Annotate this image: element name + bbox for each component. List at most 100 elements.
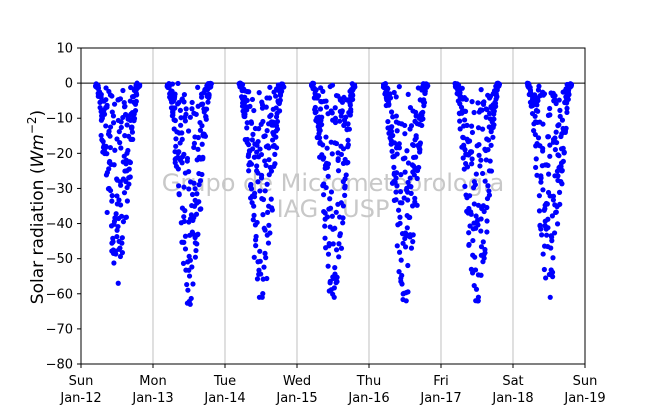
data-point <box>327 196 333 202</box>
data-point <box>343 114 349 120</box>
data-point <box>484 107 490 113</box>
y-tick-label: −80 <box>46 358 73 373</box>
data-point <box>170 112 176 118</box>
y-tick-label: −30 <box>46 182 73 197</box>
data-point <box>129 124 135 130</box>
data-point <box>475 100 481 106</box>
data-point <box>403 298 409 304</box>
data-point <box>540 121 546 127</box>
data-point <box>262 133 268 139</box>
data-point <box>133 98 139 104</box>
data-point <box>404 148 410 154</box>
data-point <box>181 239 187 245</box>
data-point <box>116 197 122 203</box>
data-point <box>459 85 465 91</box>
data-point <box>325 251 332 257</box>
data-point <box>253 243 259 249</box>
data-point <box>476 141 482 148</box>
data-point <box>466 230 472 236</box>
data-point <box>318 117 324 123</box>
data-point <box>272 151 278 157</box>
data-point <box>200 156 206 162</box>
data-point <box>251 203 257 209</box>
data-point <box>550 255 556 261</box>
data-point <box>263 255 269 261</box>
x-axis: Sun Jan-12 Mon Jan-13 Tue Jan-14 Wed Jan-15 Thu J… <box>59 364 606 406</box>
data-point <box>254 163 260 169</box>
data-point <box>538 175 544 181</box>
data-point <box>191 144 197 151</box>
data-point <box>254 276 261 282</box>
data-point <box>191 180 197 186</box>
data-point <box>116 129 122 135</box>
data-point <box>267 230 273 236</box>
data-point <box>189 191 196 198</box>
data-point <box>343 172 349 178</box>
data-point <box>334 274 340 280</box>
data-point <box>258 151 265 158</box>
data-point <box>130 136 136 142</box>
data-point <box>110 235 116 241</box>
data-point <box>263 162 269 169</box>
data-point <box>249 96 256 103</box>
data-point <box>119 213 125 219</box>
data-point <box>114 233 120 240</box>
data-point <box>173 136 179 142</box>
data-point <box>132 108 139 114</box>
data-point <box>256 126 262 132</box>
data-point <box>396 145 402 151</box>
data-point <box>248 186 255 192</box>
data-point <box>197 206 203 212</box>
data-point <box>397 220 403 226</box>
data-point <box>274 126 281 132</box>
data-point <box>181 214 187 220</box>
data-point <box>106 166 112 172</box>
data-point <box>420 109 426 115</box>
data-point <box>471 109 477 116</box>
data-point <box>405 289 411 295</box>
data-point <box>258 271 264 277</box>
data-point <box>317 106 324 112</box>
data-point <box>476 152 482 158</box>
x-tick-label-day: Sun <box>69 374 94 389</box>
data-point <box>276 108 283 114</box>
data-point <box>473 171 479 177</box>
data-point <box>182 118 188 124</box>
data-point <box>394 128 400 134</box>
data-point <box>473 286 480 292</box>
data-point <box>189 106 195 112</box>
y-tick-label: −70 <box>46 322 73 337</box>
data-point <box>179 160 185 166</box>
data-point <box>185 287 191 293</box>
data-point <box>540 145 546 152</box>
data-point <box>257 188 263 194</box>
data-point <box>538 179 544 185</box>
data-point <box>398 172 404 178</box>
data-point <box>331 285 337 291</box>
data-point <box>402 244 409 250</box>
data-point <box>342 183 348 189</box>
data-point <box>319 122 325 128</box>
data-point <box>457 126 463 132</box>
data-point <box>533 164 539 171</box>
data-point <box>117 245 123 251</box>
data-point <box>393 113 399 119</box>
data-point <box>491 116 497 122</box>
data-point <box>483 157 489 163</box>
data-point <box>110 120 117 126</box>
data-point <box>410 239 416 245</box>
data-point <box>248 119 254 125</box>
data-point <box>183 111 189 117</box>
data-point <box>565 96 571 102</box>
data-point <box>111 101 118 107</box>
data-point <box>408 245 415 251</box>
data-point <box>469 156 475 162</box>
data-point <box>193 211 200 217</box>
data-point <box>115 280 121 286</box>
data-point <box>124 198 130 204</box>
data-point <box>414 202 420 208</box>
data-point <box>114 136 120 142</box>
data-point <box>414 175 420 182</box>
data-point <box>486 188 492 194</box>
data-point <box>337 118 343 124</box>
